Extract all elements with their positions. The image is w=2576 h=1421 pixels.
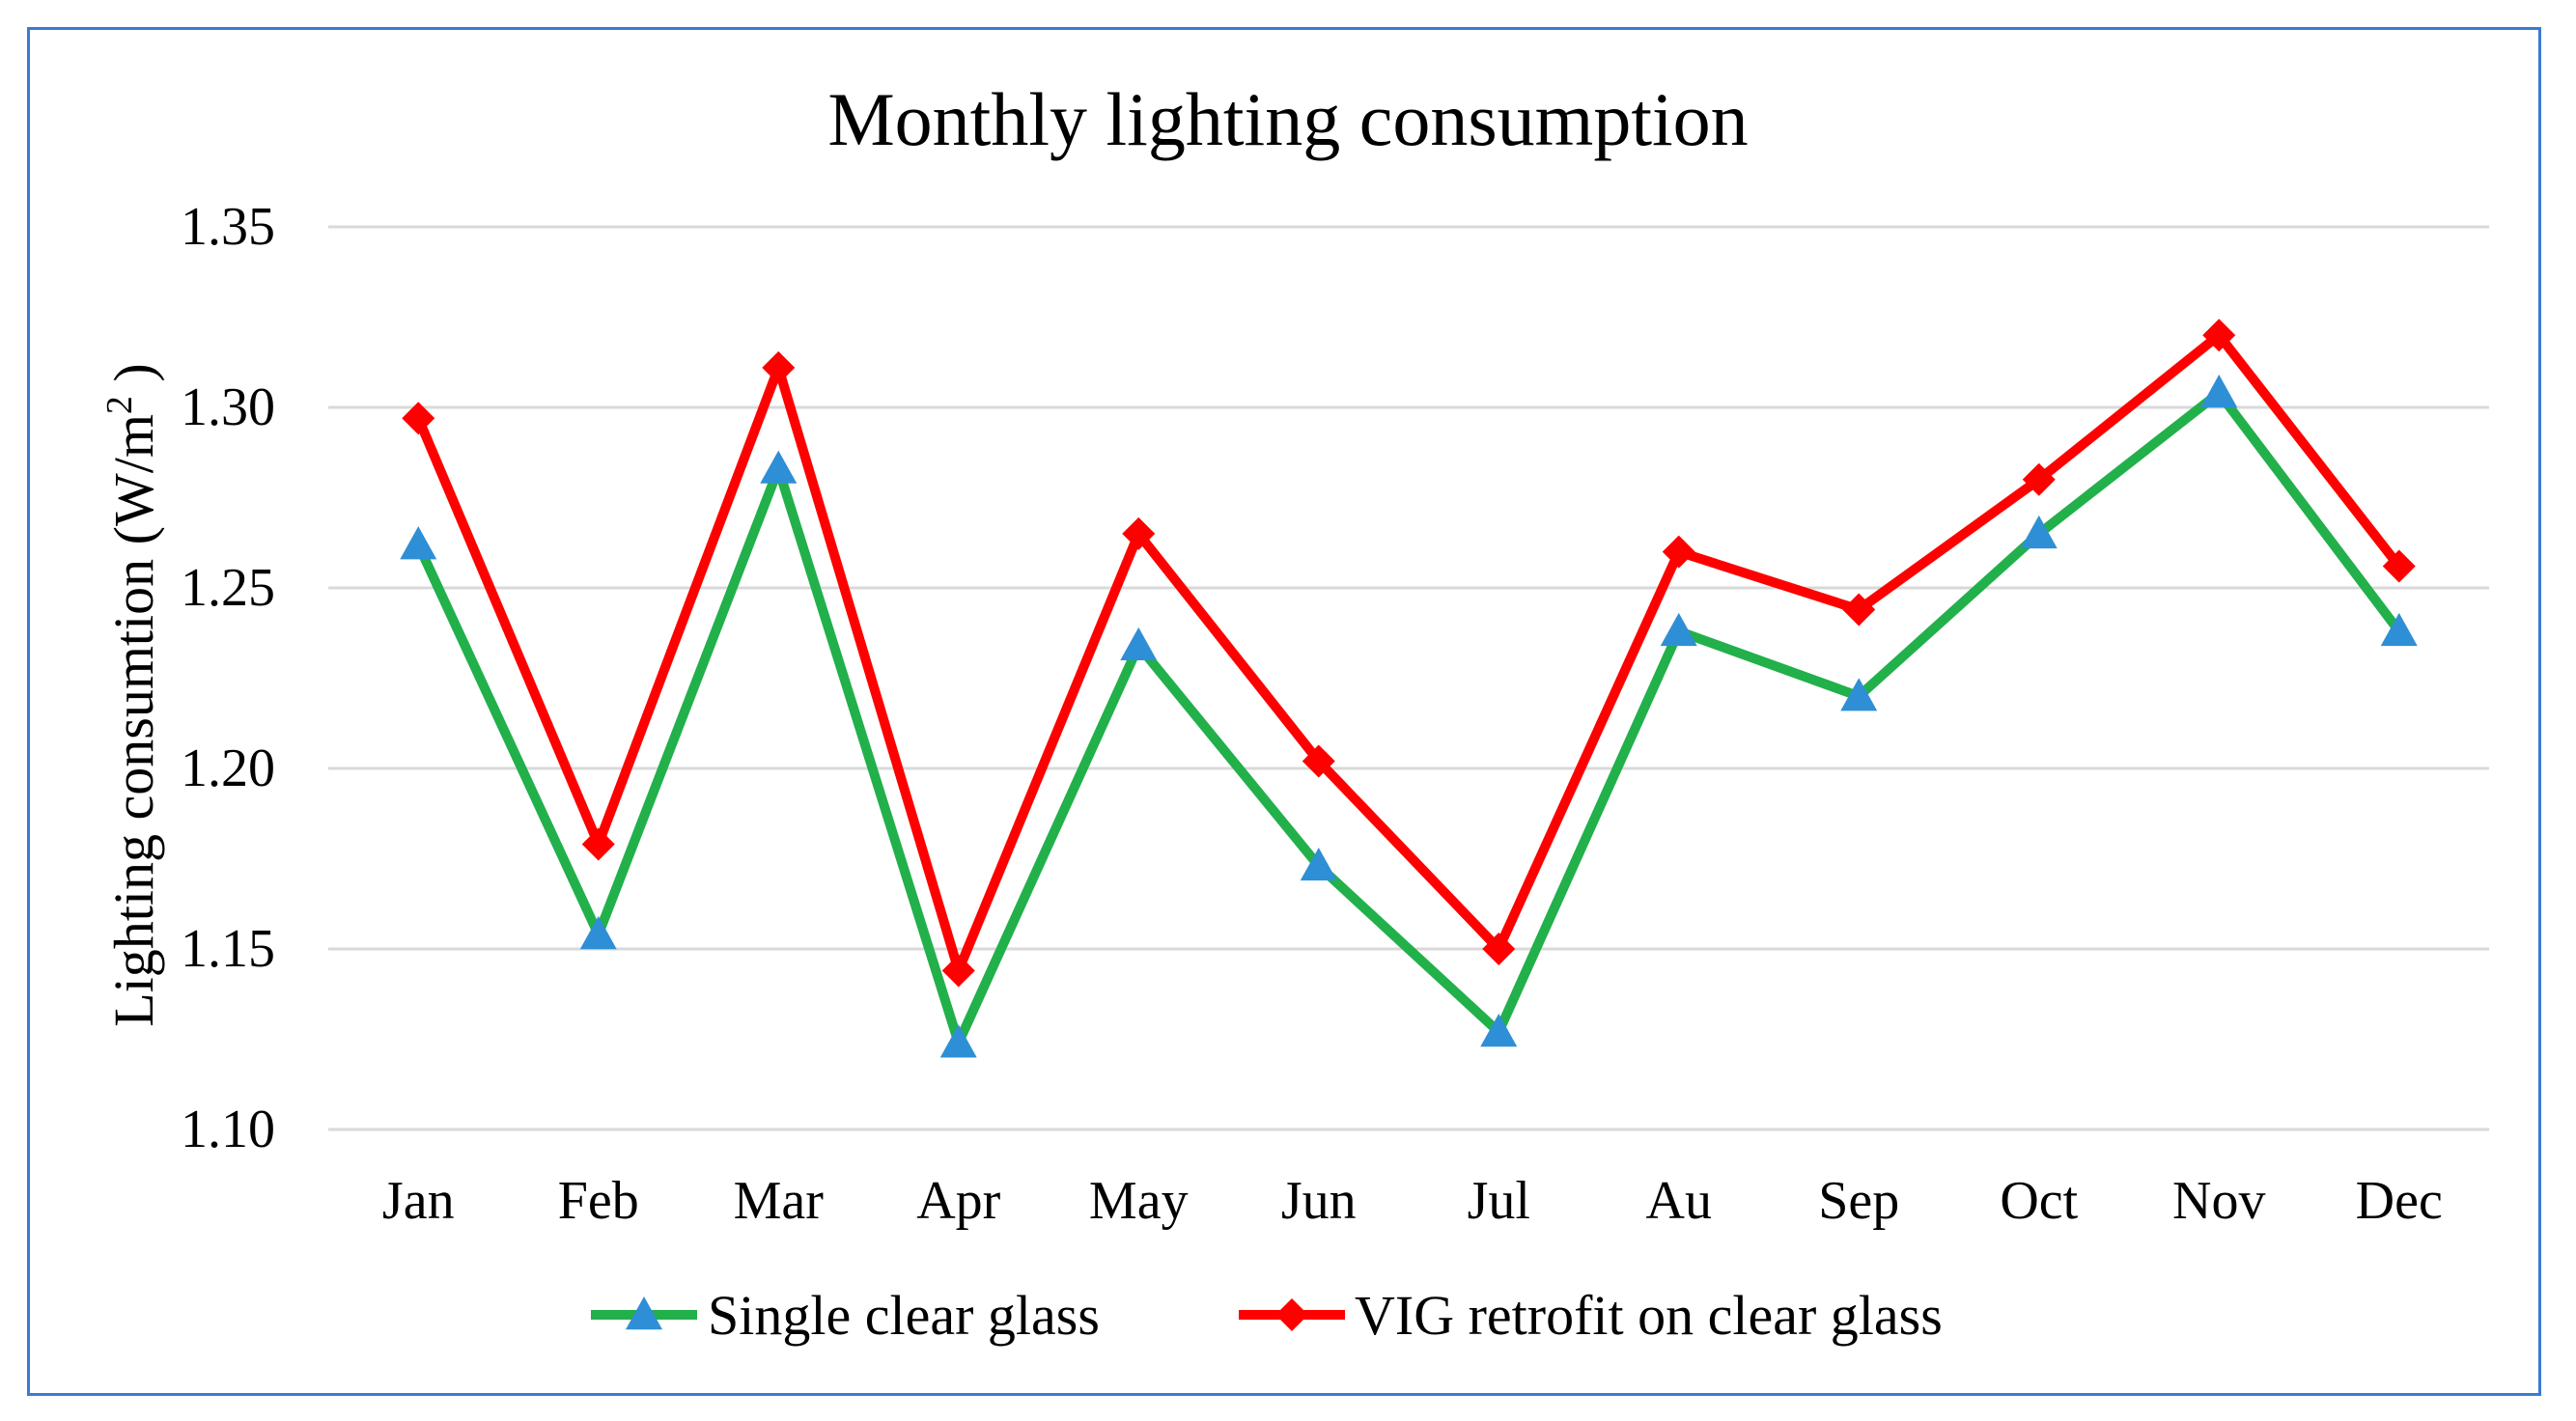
y-tick-label: 1.10	[181, 1100, 275, 1159]
data-point	[1122, 516, 1156, 550]
data-point	[1662, 535, 1695, 569]
data-point	[2202, 319, 2236, 352]
legend-marker	[1275, 1298, 1308, 1331]
y-axis-label: Lighting consumtion (W/m2 )	[99, 363, 165, 1027]
data-point	[1482, 933, 1516, 965]
y-tick-label: 1.30	[181, 377, 275, 437]
series-line	[413, 385, 2403, 1057]
x-axis-ticks: Jan Feb Mar Apr May Jun Jul Au Sep Oct Nov Dec	[382, 1171, 2443, 1231]
y-axis-label-close: )	[102, 363, 165, 396]
legend-label: Single clear glass	[708, 1284, 1100, 1347]
data-point	[2200, 375, 2238, 408]
data-point	[1660, 612, 1697, 647]
series-1	[400, 375, 2418, 1058]
data-point	[1120, 627, 1158, 661]
x-tick-label: Dec	[2356, 1171, 2443, 1231]
x-tick-label: Oct	[2000, 1171, 2078, 1231]
x-tick-label: Nov	[2172, 1171, 2265, 1231]
x-tick-label: Au	[1646, 1171, 1712, 1231]
data-point	[762, 350, 796, 384]
data-point	[1842, 593, 1876, 627]
grid-lines	[328, 225, 2489, 1131]
x-tick-label: Jul	[1468, 1171, 1530, 1231]
y-tick-label: 1.25	[181, 558, 275, 618]
y-tick-label: 1.20	[181, 738, 275, 798]
legend-entry-2[interactable]: VIG retrofit on clear glass	[1239, 1284, 1943, 1347]
data-point	[2020, 515, 2058, 549]
y-tick-label: 1.15	[181, 919, 275, 979]
data-point	[941, 954, 975, 988]
series-lines	[400, 319, 2418, 1058]
x-tick-label: Jun	[1281, 1171, 1357, 1231]
data-point	[400, 526, 437, 560]
data-point	[1840, 678, 1878, 711]
series-2	[402, 319, 2416, 988]
data-point	[581, 827, 615, 861]
legend[interactable]: Single clear glass VIG retrofit on clear …	[591, 1284, 1943, 1347]
x-tick-label: Mar	[734, 1171, 825, 1231]
data-point	[579, 916, 617, 950]
data-point	[1302, 744, 1335, 778]
series-line	[413, 328, 2403, 986]
x-tick-label: Feb	[558, 1171, 639, 1231]
y-axis-label-superscript: 2	[99, 396, 140, 414]
data-point	[1480, 1014, 1518, 1047]
x-tick-label: Apr	[916, 1171, 1000, 1231]
y-axis-ticks: 1.10 1.15 1.20 1.25 1.30 1.35	[181, 197, 275, 1159]
data-point	[939, 1024, 977, 1058]
data-point	[1300, 847, 1337, 881]
x-tick-label: Jan	[382, 1171, 455, 1231]
data-point	[2380, 612, 2418, 647]
legend-entry-1[interactable]: Single clear glass	[591, 1284, 1100, 1347]
legend-label: VIG retrofit on clear glass	[1355, 1284, 1943, 1347]
legend-marker	[626, 1296, 662, 1330]
data-point	[402, 402, 435, 435]
x-tick-label: May	[1089, 1171, 1189, 1231]
y-tick-label: 1.35	[181, 197, 275, 257]
data-point	[2382, 549, 2416, 583]
x-tick-label: Sep	[1818, 1171, 1899, 1231]
data-point	[760, 450, 798, 484]
y-axis-label-main: Lighting consumtion (W/m	[102, 414, 165, 1027]
chart-title: Monthly lighting consumption	[827, 77, 1748, 161]
data-point	[2022, 462, 2056, 496]
